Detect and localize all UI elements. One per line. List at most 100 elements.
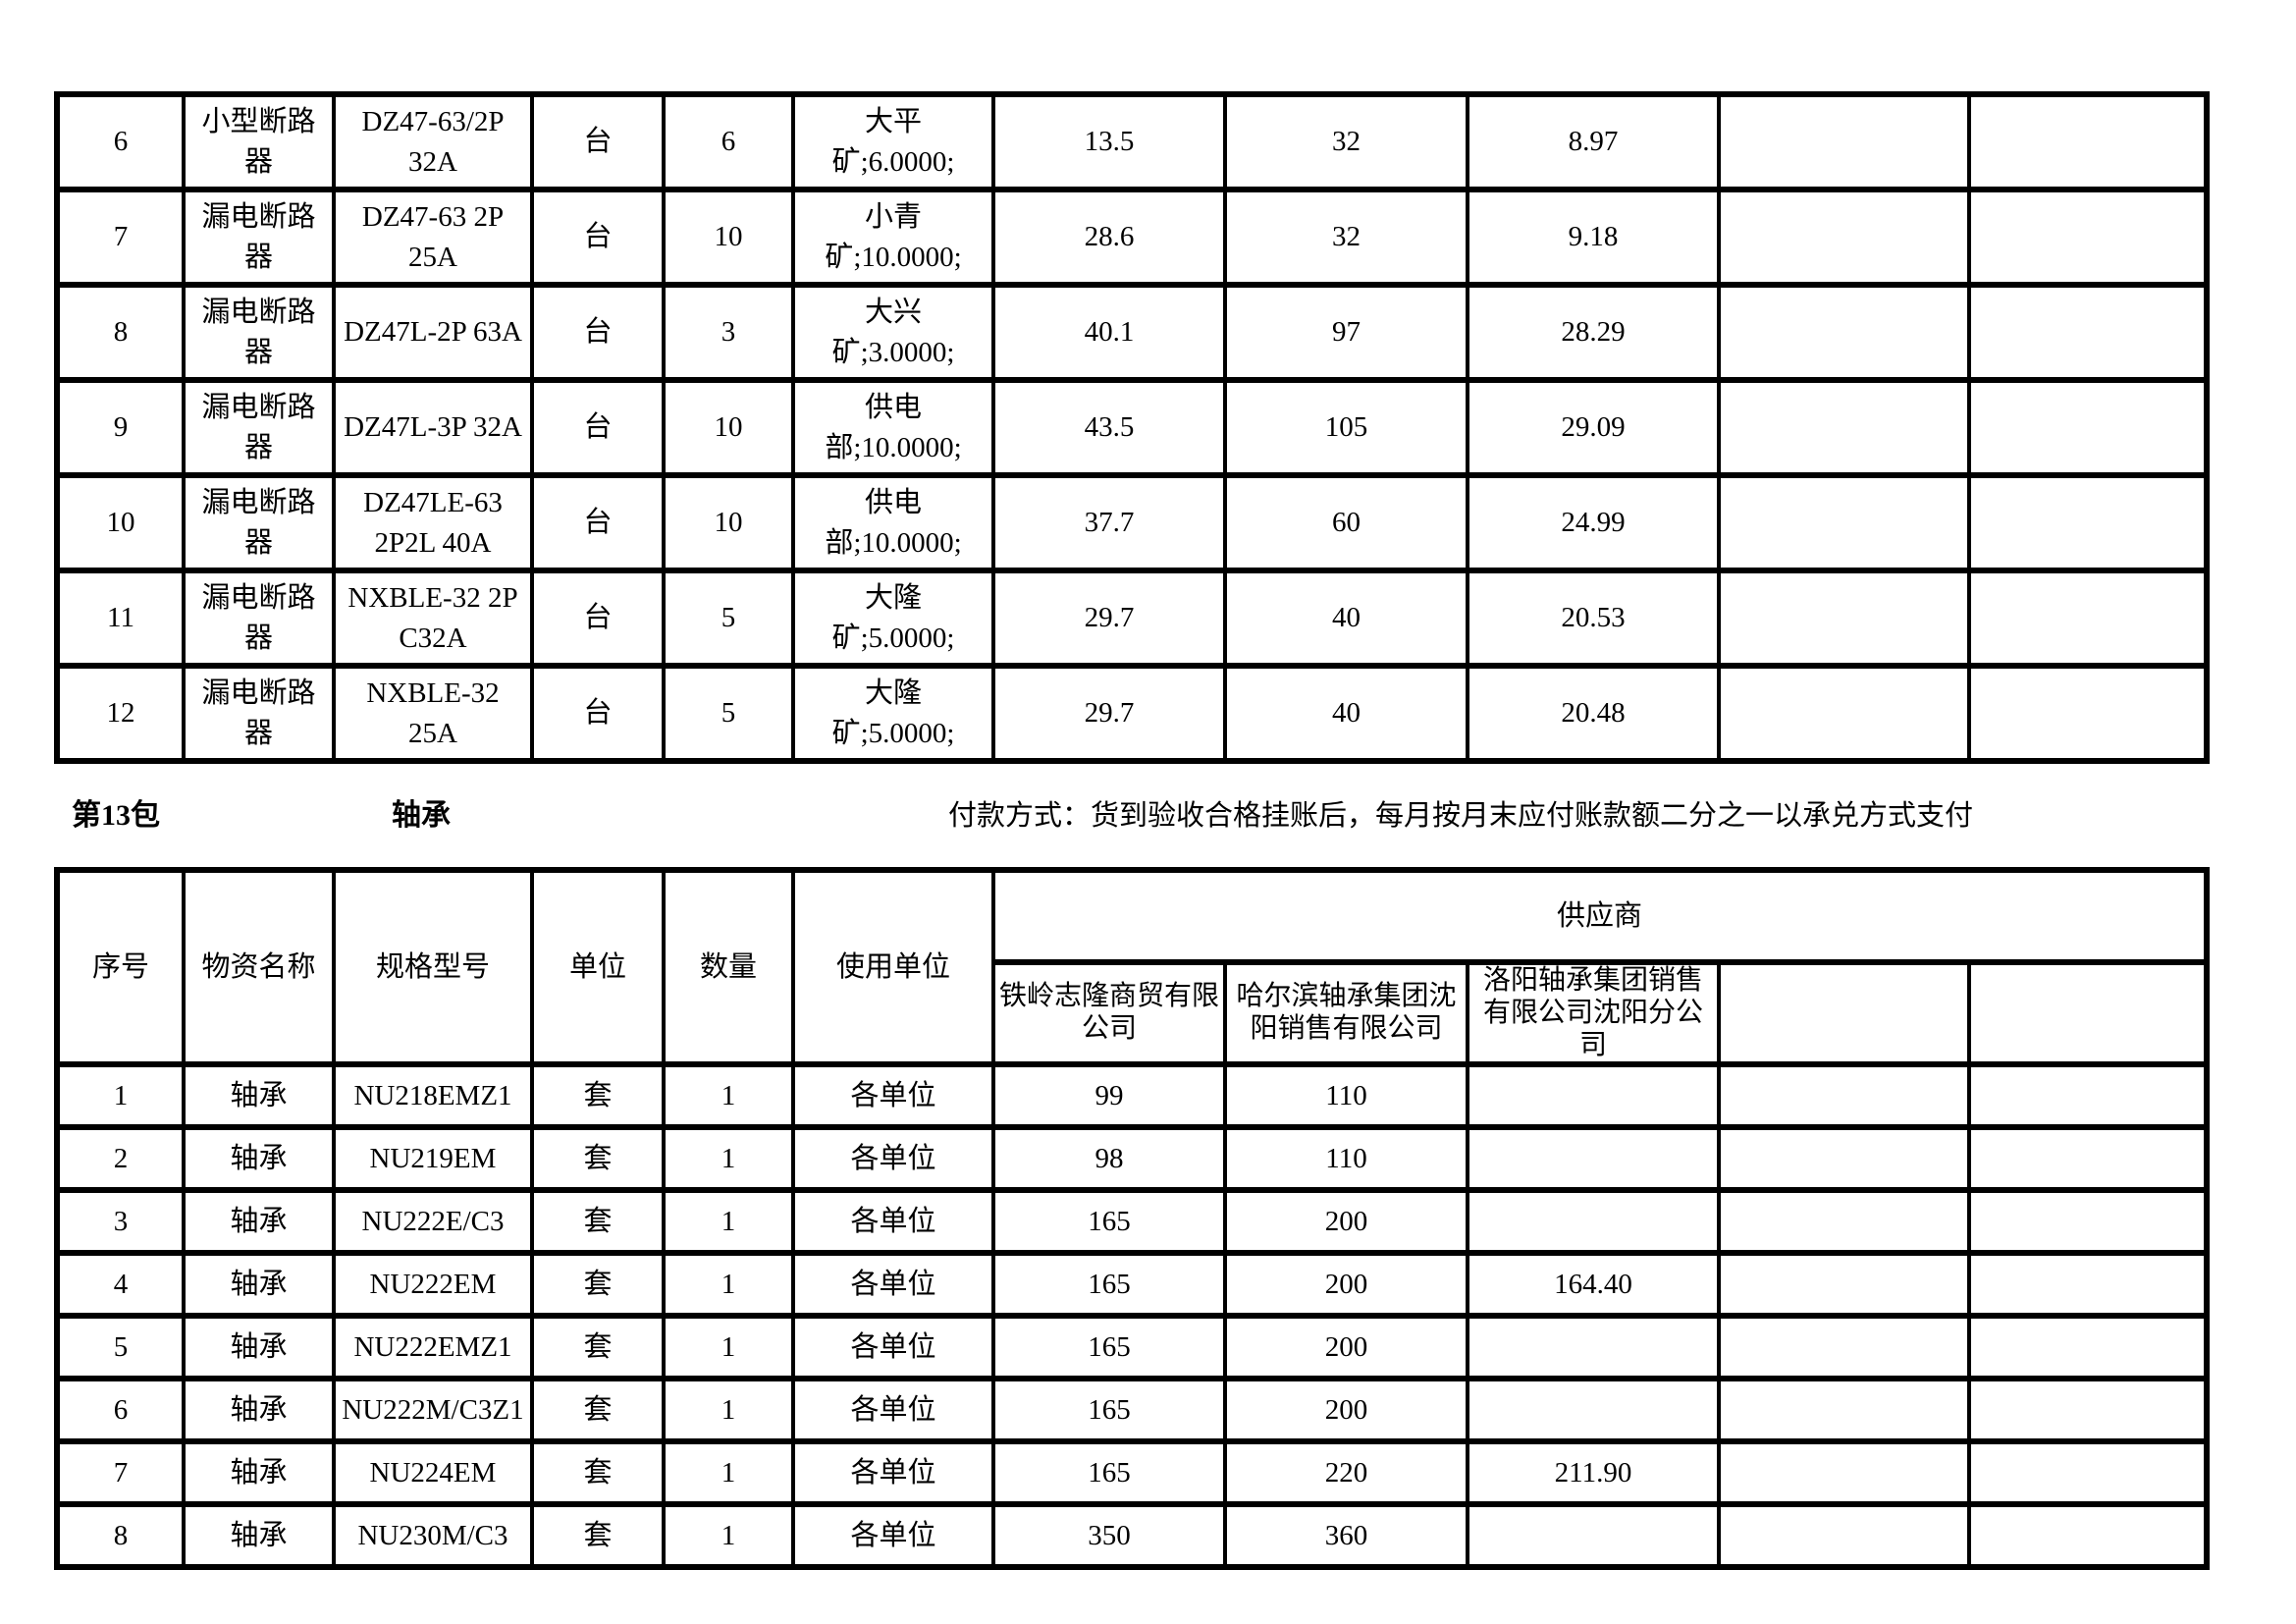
cell-p1: 165 [991, 1313, 1227, 1382]
cell-p2: 32 [1223, 91, 1469, 192]
table-row: 1 轴承 NU218EMZ1 套 1 各单位 99 110 [55, 1061, 2210, 1131]
cell-p2: 40 [1223, 663, 1469, 764]
cell-p3 [1466, 1187, 1721, 1257]
cell-p1: 165 [991, 1438, 1227, 1508]
cell-qty: 10 [662, 472, 795, 573]
cell-qty: 1 [662, 1250, 795, 1320]
cell-spec: NU222EM [332, 1250, 534, 1320]
table-header-row: 序号 物资名称 规格型号 单位 数量 使用单位 供应商 [55, 866, 2210, 1068]
cell-unit: 台 [530, 377, 666, 478]
cell-p2: 200 [1223, 1313, 1469, 1382]
cell-e1 [1717, 568, 1971, 669]
cell-e1 [1717, 1187, 1971, 1257]
cell-p2: 200 [1223, 1187, 1469, 1257]
cell-usage: 各单位 [791, 1438, 995, 1508]
cell-name: 漏电断路器 [182, 568, 336, 669]
cell-p2: 200 [1223, 1250, 1469, 1320]
bearing-table-header: 序号 物资名称 规格型号 单位 数量 使用单位 供应商 铁岭志隆商贸有限公司 哈… [55, 866, 2210, 1068]
cell-seq: 5 [55, 1313, 186, 1382]
bearing-table-body: 1 轴承 NU218EMZ1 套 1 各单位 99 110 2 轴承 NU219EM 套 1 各单位 98 1… [55, 1061, 2210, 1571]
cell-p2: 200 [1223, 1376, 1469, 1445]
cell-p2: 110 [1223, 1124, 1469, 1194]
cell-qty: 1 [662, 1376, 795, 1445]
cell-unit: 套 [530, 1250, 666, 1320]
cell-name: 轴承 [182, 1376, 336, 1445]
cell-spec: DZ47L-3P 32A [332, 377, 534, 478]
table-row: 5 轴承 NU222EMZ1 套 1 各单位 165 200 [55, 1313, 2210, 1382]
cell-spec: DZ47-63 2P 25A [332, 187, 534, 288]
column-header-using-unit: 使用单位 [791, 866, 995, 1068]
cell-unit: 套 [530, 1313, 666, 1382]
supplier-name-empty-1 [1717, 958, 1971, 1068]
cell-p3: 164.40 [1466, 1250, 1721, 1320]
cell-qty: 1 [662, 1501, 795, 1571]
cell-unit: 套 [530, 1187, 666, 1257]
cell-e2 [1966, 1313, 2210, 1382]
cell-e1 [1717, 377, 1971, 478]
table-row: 8 轴承 NU230M/C3 套 1 各单位 350 360 [55, 1501, 2210, 1571]
cell-p1: 350 [991, 1501, 1227, 1571]
cell-spec: NU218EMZ1 [332, 1061, 534, 1131]
cell-seq: 7 [55, 1438, 186, 1508]
cell-p2: 110 [1223, 1061, 1469, 1131]
cell-qty: 1 [662, 1187, 795, 1257]
cell-p2: 360 [1223, 1501, 1469, 1571]
package-number-label: 第13包 [72, 799, 160, 832]
cell-spec: NU219EM [332, 1124, 534, 1194]
cell-p3 [1466, 1124, 1721, 1194]
cell-qty: 3 [662, 282, 795, 383]
column-header-seq: 序号 [55, 866, 186, 1068]
cell-unit: 套 [530, 1438, 666, 1508]
cell-name: 漏电断路器 [182, 377, 336, 478]
cell-unit: 台 [530, 472, 666, 573]
cell-seq: 1 [55, 1061, 186, 1131]
cell-e2 [1966, 1438, 2210, 1508]
cell-e1 [1717, 663, 1971, 764]
cell-e1 [1717, 1501, 1971, 1571]
cell-p3 [1466, 1376, 1721, 1445]
table-row: 4 轴承 NU222EM 套 1 各单位 165 200 164.40 [55, 1250, 2210, 1320]
cell-spec: DZ47-63/2P 32A [332, 91, 534, 192]
table-row: 8 漏电断路器 DZ47L-2P 63A 台 3 大兴 矿;3.0000; 40.1 97 28… [55, 282, 2209, 383]
cell-e1 [1717, 1438, 1971, 1508]
cell-seq: 8 [55, 282, 186, 383]
cell-seq: 6 [55, 91, 186, 192]
cell-usage: 供电 部;10.0000; [791, 377, 995, 478]
cell-e2 [1966, 1250, 2210, 1320]
cell-p1: 40.1 [991, 282, 1227, 383]
cell-unit: 台 [530, 663, 666, 764]
cell-spec: NU224EM [332, 1438, 534, 1508]
cell-name: 漏电断路器 [182, 187, 336, 288]
package-name-label: 轴承 [392, 799, 451, 832]
cell-usage: 各单位 [791, 1187, 995, 1257]
column-header-material-name: 物资名称 [182, 866, 336, 1068]
cell-p3 [1466, 1061, 1721, 1131]
cell-e2 [1967, 568, 2209, 669]
cell-name: 小型断路器 [182, 91, 336, 192]
cell-name: 轴承 [182, 1250, 336, 1320]
cell-p1: 29.7 [991, 663, 1227, 764]
table-row: 11 漏电断路器 NXBLE-32 2P C32A 台 5 大隆 矿;5.0000; 29.… [55, 568, 2209, 669]
cell-p1: 165 [991, 1250, 1227, 1320]
cell-p3: 24.99 [1466, 472, 1721, 573]
cell-unit: 台 [530, 568, 666, 669]
cell-p2: 220 [1223, 1438, 1469, 1508]
cell-p1: 99 [991, 1061, 1227, 1131]
table-row: 6 小型断路器 DZ47-63/2P 32A 台 6 大平 矿;6.0000; 13.5 32… [55, 91, 2209, 192]
cell-e2 [1967, 282, 2209, 383]
cell-spec: NU230M/C3 [332, 1501, 534, 1571]
cell-usage: 各单位 [791, 1313, 995, 1382]
cell-name: 漏电断路器 [182, 282, 336, 383]
cell-e2 [1967, 472, 2209, 573]
cell-p3 [1466, 1501, 1721, 1571]
cell-spec: NXBLE-32 2P C32A [332, 568, 534, 669]
cell-p1: 165 [991, 1187, 1227, 1257]
cell-usage: 各单位 [791, 1061, 995, 1131]
cell-qty: 6 [662, 91, 795, 192]
supplier-name-harbin: 哈尔滨轴承集团沈阳销售有限公司 [1223, 958, 1469, 1068]
cell-qty: 5 [662, 663, 795, 764]
breaker-table-body: 6 小型断路器 DZ47-63/2P 32A 台 6 大平 矿;6.0000; 13.5 32… [55, 91, 2209, 764]
cell-name: 轴承 [182, 1501, 336, 1571]
cell-usage: 供电 部;10.0000; [791, 472, 995, 573]
table-row: 9 漏电断路器 DZ47L-3P 32A 台 10 供电 部;10.0000; 43.5 10… [55, 377, 2209, 478]
